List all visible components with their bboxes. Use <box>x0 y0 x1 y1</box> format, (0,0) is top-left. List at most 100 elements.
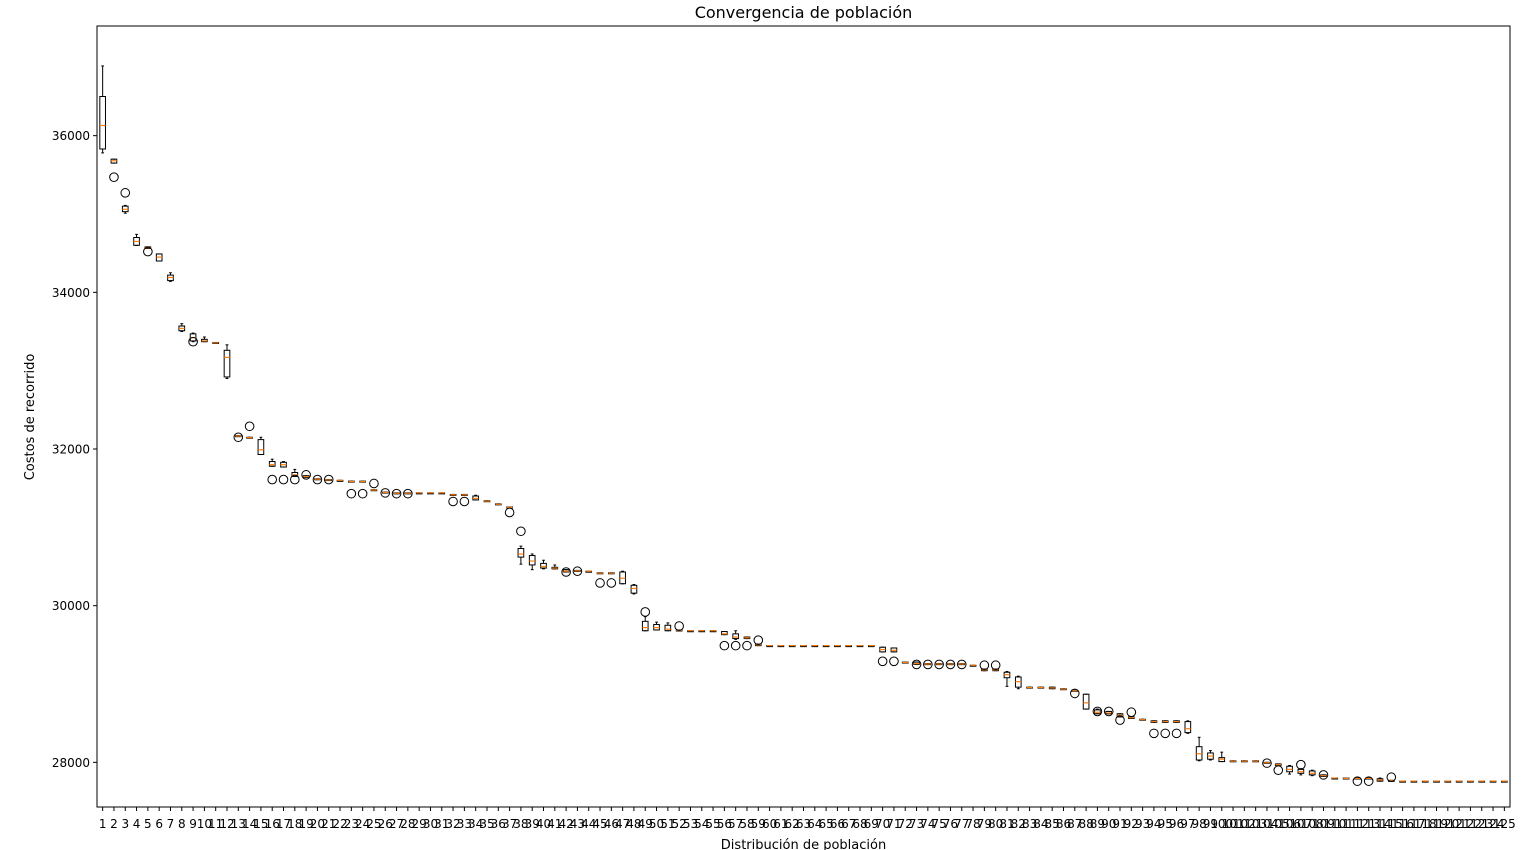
flier-point <box>312 474 323 485</box>
x-tick-label: 12 <box>219 817 234 831</box>
flier-point <box>357 488 368 499</box>
box-73 <box>911 659 922 670</box>
box-20 <box>312 474 323 485</box>
box-101 <box>1229 760 1237 763</box>
box-64 <box>811 645 819 648</box>
flier-point <box>403 488 413 499</box>
flier-point <box>1115 715 1125 725</box>
x-tick-label: 89 <box>1090 817 1105 831</box>
box-117 <box>1410 780 1418 783</box>
box-83 <box>1026 686 1033 689</box>
flier-point <box>323 474 334 485</box>
x-tick-label: 52 <box>672 817 687 831</box>
x-tick-label: 94 <box>1146 817 1161 831</box>
x-tick-label: 25 <box>366 817 381 831</box>
x-tick-label: 99 <box>1203 817 1218 831</box>
x-tick-label: 34 <box>468 817 483 831</box>
box-106 <box>1286 764 1293 775</box>
x-tick-label: 22 <box>332 817 347 831</box>
box-66 <box>834 645 841 648</box>
box-103 <box>1252 760 1259 763</box>
box-120 <box>1444 780 1452 783</box>
flier-point <box>1171 728 1182 739</box>
box-81 <box>1003 670 1011 687</box>
box-22 <box>336 479 344 482</box>
flier-point <box>391 488 402 499</box>
flier-point <box>233 432 244 443</box>
flier-point <box>911 659 922 670</box>
flier-point <box>595 578 605 588</box>
box-105 <box>1273 763 1284 775</box>
x-tick-label: 103 <box>1244 817 1267 831</box>
x-tick-label: 117 <box>1402 817 1425 831</box>
x-tick-label: 69 <box>864 817 879 831</box>
box-32 <box>448 493 458 507</box>
x-tick-label: 2 <box>110 817 118 831</box>
box-48 <box>630 584 638 595</box>
box-iqr <box>1082 693 1090 710</box>
x-tick-label: 57 <box>728 817 743 831</box>
x-tick-label: 56 <box>717 817 732 831</box>
flier-point <box>1262 758 1272 768</box>
box-50 <box>653 621 660 631</box>
box-8 <box>178 323 186 333</box>
box-59 <box>753 635 764 647</box>
x-tick-label: 64 <box>807 817 822 831</box>
x-tick-label: 113 <box>1357 817 1380 831</box>
box-iqr <box>223 349 231 378</box>
box-70 <box>877 646 888 667</box>
x-tick-label: 42 <box>558 817 573 831</box>
flier-point <box>1103 706 1114 717</box>
box-10 <box>201 336 208 343</box>
x-tick-label: 95 <box>1158 817 1173 831</box>
box-102 <box>1241 760 1248 763</box>
box-49 <box>640 607 651 632</box>
box-91 <box>1115 713 1125 725</box>
y-tick-label: 30000 <box>52 599 90 613</box>
x-tick-label: 8 <box>178 817 186 831</box>
box-90 <box>1103 706 1114 717</box>
x-tick-label: 76 <box>943 817 958 831</box>
box-7 <box>167 272 174 282</box>
box-60 <box>766 645 773 648</box>
x-tick-label: 96 <box>1169 817 1184 831</box>
x-tick-label: 123 <box>1470 817 1493 831</box>
x-tick-label: 35 <box>479 817 494 831</box>
flier-point <box>1296 759 1306 770</box>
x-tick-label: 114 <box>1369 817 1392 831</box>
x-tick-label: 3 <box>121 817 129 831</box>
box-5 <box>143 246 153 257</box>
flier-point <box>742 640 752 651</box>
x-tick-label: 78 <box>965 817 980 831</box>
box-iqr <box>721 631 728 636</box>
box-68 <box>856 645 864 648</box>
flier-point <box>945 659 956 670</box>
x-tick-label: 31 <box>434 817 449 831</box>
flier-point <box>188 336 198 347</box>
x-tick-label: 45 <box>592 817 607 831</box>
box-25 <box>369 478 379 492</box>
x-tick-label: 118 <box>1414 817 1437 831</box>
box-41 <box>551 564 559 570</box>
box-80 <box>990 660 1001 672</box>
flier-point <box>923 659 933 670</box>
flier-point <box>301 470 311 480</box>
flier-point <box>572 566 583 577</box>
flier-point <box>369 478 379 489</box>
x-tick-label: 10 <box>197 817 212 831</box>
box-110 <box>1331 777 1339 780</box>
box-iqr <box>732 633 740 640</box>
x-tick-label: 24 <box>355 817 370 831</box>
x-tick-label: 110 <box>1323 817 1346 831</box>
x-tick-label: 68 <box>852 817 867 831</box>
box-115 <box>1386 772 1397 783</box>
box-56 <box>719 631 730 651</box>
x-axis: 1 2 3 4 5 6 7 8 9 1011121314151617181920212223242… <box>99 807 1516 831</box>
y-tick-label: 34000 <box>52 286 90 300</box>
box-87 <box>1069 688 1080 699</box>
box-31 <box>438 492 446 495</box>
flier-point <box>244 421 255 432</box>
box-iqr <box>257 439 265 455</box>
x-tick-label: 29 <box>412 817 427 831</box>
